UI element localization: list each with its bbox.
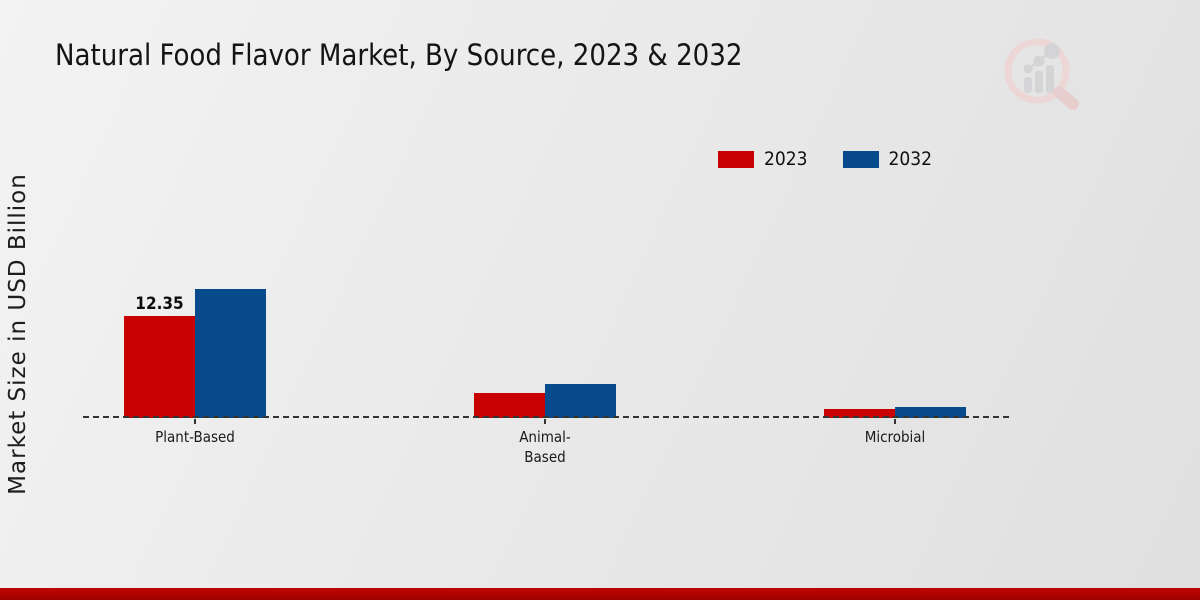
y-axis-label: Market Size in USD Billion	[5, 173, 31, 495]
category-label-plant-based: Plant-Based	[155, 428, 235, 446]
bar-2032-plant-based	[195, 289, 266, 418]
chart-title: Natural Food Flavor Market, By Source, 2…	[55, 38, 743, 72]
x-axis-tick	[544, 419, 546, 424]
bar-2032-animal-based	[545, 384, 616, 418]
x-axis-tick	[194, 419, 196, 424]
market-research-logo-watermark-icon	[1004, 38, 1079, 110]
legend-label-2032: 2032	[888, 148, 933, 170]
bar-2032-microbial	[895, 407, 966, 418]
legend-swatch-2032	[842, 150, 879, 168]
legend-item-2023: 2023	[718, 148, 808, 170]
legend-item-2032: 2032	[842, 148, 933, 170]
legend-label-2023: 2023	[764, 148, 808, 170]
bar-value-label: 12.35	[135, 294, 184, 314]
category-label-animal-based: Animal- Based	[519, 428, 571, 467]
x-axis-dashed-baseline	[83, 416, 1009, 418]
legend: 2023 2032	[718, 148, 932, 170]
category-label-microbial: Microbial	[864, 428, 926, 446]
bar-2023-plant-based	[124, 316, 195, 418]
bar-2023-microbial	[824, 409, 895, 418]
legend-swatch-2023	[718, 150, 754, 168]
x-axis-tick	[894, 419, 896, 424]
bar-2023-animal-based	[474, 393, 545, 418]
footer-accent-bar	[0, 588, 1200, 600]
